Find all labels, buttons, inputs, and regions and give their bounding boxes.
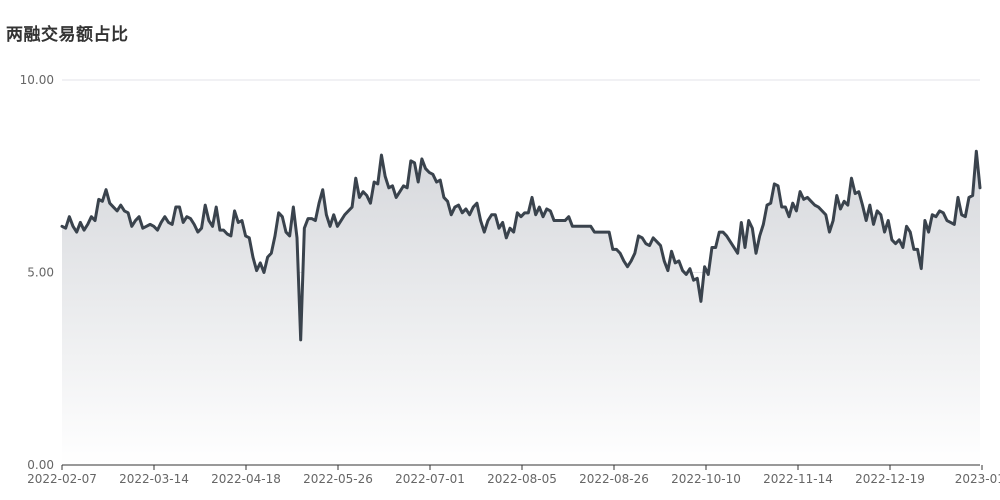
x-tick-label: 2022-08-05 — [487, 472, 557, 486]
x-tick-label: 2022-04-18 — [211, 472, 281, 486]
x-tick-label: 2022-08-26 — [579, 472, 649, 486]
y-tick-label: 0.00 — [27, 458, 54, 472]
y-tick-label: 5.00 — [27, 266, 54, 280]
x-tick-label: 2022-03-14 — [119, 472, 189, 486]
x-tick-label: 2022-07-01 — [395, 472, 465, 486]
series-line — [60, 149, 982, 342]
x-tick-label: 2022-02-07 — [27, 472, 97, 486]
area-fill — [62, 151, 980, 465]
x-tick-label: 2022-10-10 — [671, 472, 741, 486]
y-tick-labels: 10.00 5.00 0.00 — [20, 73, 54, 472]
x-tick-label: 2022-05-26 — [303, 472, 373, 486]
x-tick-label: 2022-12-19 — [855, 472, 925, 486]
chart-title: 两融交易额占比 — [6, 25, 129, 45]
x-tick-label: 2022-11-14 — [763, 472, 833, 486]
y-tick-label: 10.00 — [20, 73, 54, 87]
x-tick-label: 2023-01- — [955, 472, 1000, 486]
x-tick-labels: 2022-02-07 2022-03-14 2022-04-18 2022-05-26… — [27, 465, 1000, 486]
